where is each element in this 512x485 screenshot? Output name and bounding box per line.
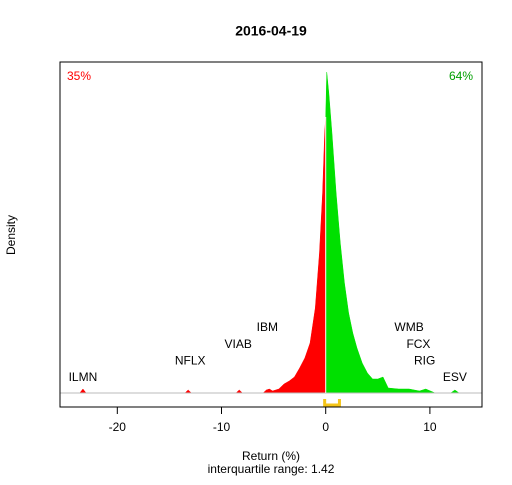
x-tick-label: 10 xyxy=(423,420,437,434)
point-label: FCX xyxy=(406,337,430,351)
point-label: VIAB xyxy=(224,337,251,351)
y-axis-label: Density xyxy=(4,215,18,255)
x-tick-label: 0 xyxy=(322,420,329,434)
point-label: NFLX xyxy=(175,353,206,367)
share-label: 35% xyxy=(67,69,91,83)
point-label: ILMN xyxy=(69,370,98,384)
density-area xyxy=(325,71,472,394)
iqr-bracket xyxy=(323,399,341,407)
chart-title: 2016-04-19 xyxy=(235,23,307,39)
point-label: WMB xyxy=(394,320,423,334)
point-label: IBM xyxy=(257,320,278,334)
share-label: 64% xyxy=(449,69,473,83)
point-label: ESV xyxy=(443,370,467,384)
x-axis-label: Return (%) xyxy=(242,449,300,463)
x-tick-label: -20 xyxy=(109,420,127,434)
x-tick-label: -10 xyxy=(213,420,231,434)
point-label: RIG xyxy=(414,353,435,367)
density-area xyxy=(65,116,326,394)
iqr-label: interquartile range: 1.42 xyxy=(208,462,335,476)
